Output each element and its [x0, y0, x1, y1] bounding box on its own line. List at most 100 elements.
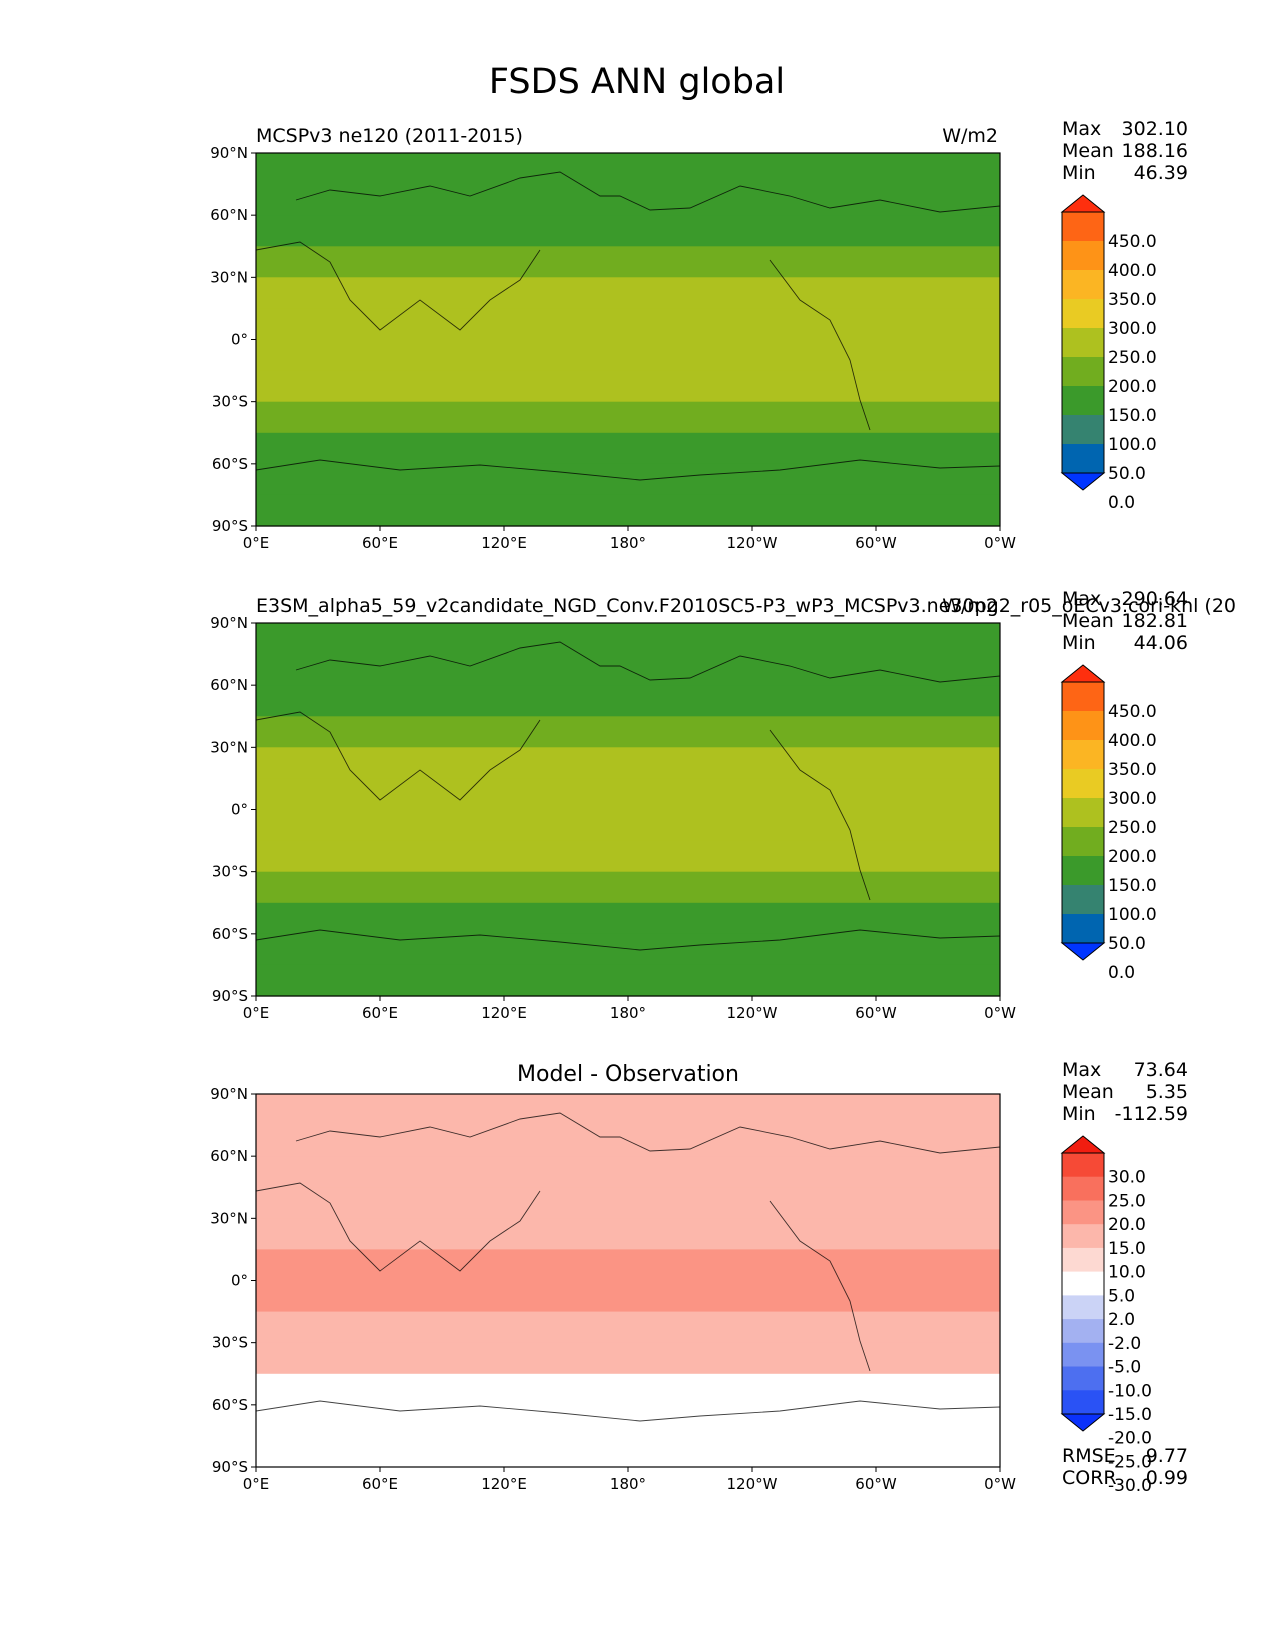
latitude-band	[256, 778, 1000, 811]
panel-reference: E3SM_alpha5_59_v2candidate_NGD_Conv.F201…	[210, 588, 1236, 1022]
colorbar-extend-bottom	[1060, 472, 1106, 491]
figure-title: FSDS ANN global	[489, 62, 785, 102]
latitude-band	[256, 1342, 1000, 1375]
latitude-band	[256, 494, 1000, 527]
y-tick-label: 60°S	[212, 455, 248, 473]
panel-test: MCSPv3 ne120 (2011-2015) W/m2 90°N 60°N 30…	[210, 118, 1188, 552]
min-value: 44.06	[1134, 632, 1188, 654]
panel-test-units: W/m2	[942, 125, 998, 147]
max-label: Max	[1062, 1059, 1101, 1081]
colorbar-label: 0.0	[1108, 493, 1135, 513]
colorbar-label: 450.0	[1108, 702, 1157, 722]
panel-reference-title: E3SM_alpha5_59_v2candidate_NGD_Conv.F201…	[256, 595, 1236, 617]
coastline	[769, 729, 871, 901]
y-tick-label: 90°N	[210, 614, 248, 632]
panel-test-stats: Max 302.10 Mean 188.16 Min 46.39	[1062, 118, 1188, 184]
colorbar-segment	[1062, 1224, 1104, 1249]
x-tick-label: 180°	[610, 534, 646, 552]
colorbar-label: 250.0	[1108, 348, 1157, 368]
colorbar-segment	[1062, 1295, 1104, 1320]
latitude-band	[256, 809, 1000, 842]
colorbar-label: -5.0	[1108, 1358, 1141, 1378]
colorbar-label: 50.0	[1108, 464, 1146, 484]
y-tick-label: 30°N	[210, 268, 248, 286]
y-tick-label: 30°S	[212, 863, 248, 881]
latitude-band	[256, 1249, 1000, 1282]
x-tick-label: 120°W	[727, 534, 778, 552]
colorbar-segment	[1062, 270, 1104, 300]
coastline	[255, 711, 541, 801]
min-value: 46.39	[1134, 162, 1188, 184]
x-tick-label: 0°W	[984, 1004, 1016, 1022]
min-label: Min	[1062, 1103, 1096, 1125]
colorbar-label: 350.0	[1108, 760, 1157, 780]
colorbar-extend-bottom	[1060, 1413, 1106, 1432]
latitude-band	[256, 308, 1000, 341]
latitude-band	[256, 370, 1000, 403]
mean-value: 188.16	[1122, 140, 1188, 162]
colorbar-label: 15.0	[1108, 1239, 1146, 1259]
colorbar-segment	[1062, 711, 1104, 741]
latitude-band	[256, 747, 1000, 779]
mean-value: 5.35	[1146, 1081, 1188, 1103]
colorbar-label: 350.0	[1108, 290, 1157, 310]
coastline	[769, 259, 871, 431]
x-tick-label: 120°W	[727, 1475, 778, 1493]
colorbar-frame	[1061, 1152, 1105, 1415]
latitude-band	[256, 1218, 1000, 1250]
colorbar-label: -20.0	[1108, 1429, 1152, 1449]
latitude-band	[256, 432, 1000, 465]
colorbar-segment	[1062, 798, 1104, 828]
max-value: 73.64	[1134, 1059, 1188, 1081]
colorbar-extend-top	[1060, 1135, 1106, 1154]
colorbar-segment	[1062, 1153, 1104, 1178]
latitude-band	[256, 1280, 1000, 1313]
mean-label: Mean	[1062, 140, 1114, 162]
latitude-band	[256, 933, 1000, 966]
coastline	[769, 1200, 871, 1372]
y-tick-label: 60°N	[210, 1147, 248, 1165]
latitude-band	[256, 246, 1000, 278]
panel-reference-stats: Max 290.64 Mean 182.81 Min 44.06	[1062, 588, 1188, 654]
colorbar-label: 10.0	[1108, 1263, 1146, 1283]
coastline	[295, 171, 1001, 213]
mean-value: 182.81	[1122, 610, 1188, 632]
colorbar-label: 100.0	[1108, 905, 1157, 925]
latitude-band	[256, 1311, 1000, 1344]
x-tick-label: 0°E	[243, 1004, 270, 1022]
colorbar-segment	[1062, 1390, 1104, 1415]
y-tick-label: 60°S	[212, 1396, 248, 1414]
corr-label: CORR	[1062, 1467, 1117, 1489]
latitude-band	[256, 623, 1000, 686]
colorbar-label: 100.0	[1108, 435, 1157, 455]
coastline	[255, 1182, 541, 1272]
panel-reference-map	[255, 623, 1001, 997]
colorbar-label: 30.0	[1108, 1168, 1146, 1188]
colorbar-label: 25.0	[1108, 1192, 1146, 1212]
y-tick-label: 0°	[231, 331, 248, 349]
colorbar-segment	[1062, 740, 1104, 770]
y-tick-label: 90°N	[210, 144, 248, 162]
colorbar-label: 400.0	[1108, 731, 1157, 751]
latitude-band	[256, 902, 1000, 935]
coastline	[255, 929, 1001, 951]
y-tick-label: 0°	[231, 1272, 248, 1290]
panel-difference-colorbar: 30.0 25.0 20.0 15.0 10.0 5.0 2.0 -2.0 -5.0 -10.0 -…	[1060, 1135, 1152, 1496]
colorbar-frame	[1061, 681, 1105, 944]
colorbar-segment	[1062, 885, 1104, 915]
y-tick-label: 30°N	[210, 738, 248, 756]
colorbar-segment	[1062, 827, 1104, 857]
x-tick-label: 120°E	[481, 534, 527, 552]
coastline	[255, 1400, 1001, 1422]
coastline	[295, 1112, 1001, 1154]
latitude-band	[256, 716, 1000, 748]
x-tick-label: 0°W	[984, 1475, 1016, 1493]
colorbar-extend-top	[1060, 194, 1106, 213]
panel-difference-map	[255, 1094, 1001, 1468]
colorbar-segment	[1062, 1176, 1104, 1201]
colorbar-segment	[1062, 1342, 1104, 1367]
colorbar-label: 2.0	[1108, 1310, 1135, 1330]
colorbar-label: 50.0	[1108, 934, 1146, 954]
latitude-band	[256, 840, 1000, 873]
y-tick-label: 60°N	[210, 206, 248, 224]
